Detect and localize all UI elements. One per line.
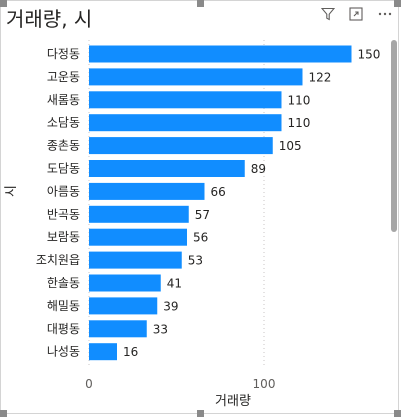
resize-handle-top-left[interactable] <box>0 0 7 7</box>
resize-handle-bottom-left[interactable] <box>0 410 7 417</box>
y-tick-label: 대평동 <box>47 322 80 336</box>
data-label: 41 <box>167 277 182 291</box>
vertical-scrollbar[interactable] <box>391 40 397 232</box>
bar <box>89 137 273 155</box>
data-label: 122 <box>309 70 332 84</box>
data-label: 33 <box>153 322 168 336</box>
resize-handle-bottom-right[interactable] <box>394 410 401 417</box>
bar <box>89 228 187 246</box>
bar <box>89 160 245 177</box>
filter-icon[interactable] <box>321 7 335 21</box>
bar <box>89 297 158 315</box>
y-tick-label: 종촌동 <box>47 139 80 153</box>
x-axis-title: 거래량 <box>215 394 251 409</box>
bar <box>89 320 147 338</box>
y-tick-label: 소담동 <box>47 116 80 130</box>
bar <box>89 182 205 200</box>
bar <box>89 114 282 132</box>
bar <box>89 274 161 292</box>
x-tick-label: 100 <box>253 377 276 391</box>
data-label: 66 <box>211 185 226 199</box>
data-label: 57 <box>195 208 210 222</box>
y-tick-label: 새롬동 <box>47 93 80 107</box>
y-tick-label: 조치원읍 <box>36 253 80 267</box>
data-label: 53 <box>188 254 203 268</box>
y-tick-label: 해밀동 <box>47 299 80 313</box>
bar <box>89 205 189 223</box>
visual-header-icons <box>321 7 393 21</box>
resize-handle-bottom-mid[interactable] <box>197 410 204 417</box>
data-label: 150 <box>358 48 381 62</box>
y-tick-label: 나성동 <box>47 345 80 359</box>
data-label: 56 <box>193 231 208 245</box>
resize-handle-top-mid[interactable] <box>197 0 204 7</box>
chart-title: 거래량, 시 <box>6 7 93 31</box>
y-tick-label: 보람동 <box>47 230 80 244</box>
y-tick-label: 한솔동 <box>47 276 80 290</box>
data-label: 110 <box>288 93 311 107</box>
more-options-icon[interactable] <box>377 7 393 21</box>
data-label: 16 <box>123 345 138 359</box>
focus-mode-icon[interactable] <box>349 7 363 21</box>
y-tick-label: 반곡동 <box>47 207 80 221</box>
data-label: 89 <box>251 162 266 176</box>
bar <box>89 251 182 269</box>
bar <box>89 91 282 109</box>
data-label: 39 <box>163 299 178 313</box>
data-label: 105 <box>279 139 302 153</box>
x-tick-label: 0 <box>85 377 93 391</box>
y-tick-label: 고운동 <box>47 70 80 84</box>
bar <box>89 68 303 86</box>
bar <box>89 343 117 361</box>
y-tick-label: 아름동 <box>47 184 80 198</box>
data-label: 110 <box>288 116 311 130</box>
y-tick-label: 다정동 <box>47 47 80 61</box>
y-tick-label: 도담동 <box>47 162 80 176</box>
bar <box>89 45 352 63</box>
resize-handle-top-right[interactable] <box>394 0 401 7</box>
